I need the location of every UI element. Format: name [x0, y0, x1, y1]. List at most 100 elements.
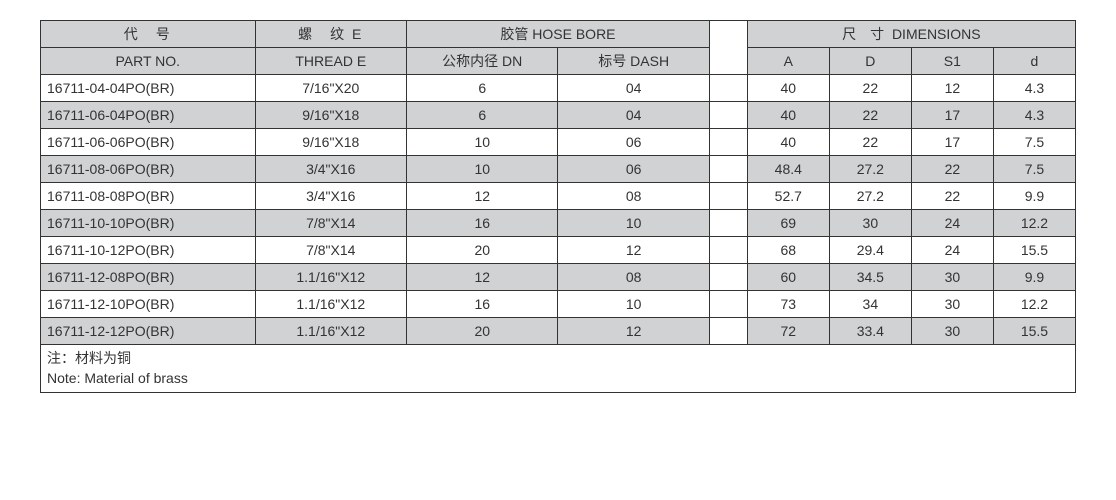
cell-dn: 10 — [407, 129, 558, 156]
cell-d: 15.5 — [993, 237, 1075, 264]
cell-dn: 10 — [407, 156, 558, 183]
cell-S1: 17 — [911, 102, 993, 129]
cell-D: 34.5 — [829, 264, 911, 291]
cell-D: 33.4 — [829, 318, 911, 345]
cell-partno: 16711-10-12PO(BR) — [41, 237, 256, 264]
table-row: 16711-10-10PO(BR)7/8"X14161069302412.2 — [41, 210, 1076, 237]
hdr-S1: S1 — [911, 48, 993, 75]
cell-D: 30 — [829, 210, 911, 237]
cell-D: 22 — [829, 129, 911, 156]
cell-S1: 30 — [911, 291, 993, 318]
cell-A: 72 — [747, 318, 829, 345]
cell-D: 34 — [829, 291, 911, 318]
gap-col — [709, 21, 747, 75]
cell-S1: 30 — [911, 264, 993, 291]
cell-dash: 08 — [558, 183, 709, 210]
cell-d: 9.9 — [993, 183, 1075, 210]
cell-partno: 16711-08-08PO(BR) — [41, 183, 256, 210]
table-row: 16711-08-06PO(BR)3/4"X161006 48.427.2227.… — [41, 156, 1076, 183]
table-row: 16711-12-08PO(BR)1.1/16"X1212086034.5309… — [41, 264, 1076, 291]
note-en: Note: Material of brass — [47, 370, 188, 386]
cell-D: 27.2 — [829, 156, 911, 183]
hdr-partno-en: PART NO. — [41, 48, 256, 75]
cell-d: 4.3 — [993, 75, 1075, 102]
cell-A: 60 — [747, 264, 829, 291]
cell-partno: 16711-06-06PO(BR) — [41, 129, 256, 156]
cell-A: 40 — [747, 75, 829, 102]
cell-partno: 16711-12-10PO(BR) — [41, 291, 256, 318]
cell-dash: 12 — [558, 318, 709, 345]
hdr-D: D — [829, 48, 911, 75]
table-row: 16711-06-04PO(BR)9/16"X186044022174.3 — [41, 102, 1076, 129]
cell-A: 40 — [747, 129, 829, 156]
cell-thread: 1.1/16"X12 — [255, 264, 406, 291]
cell-d: 7.5 — [993, 129, 1075, 156]
cell-gap — [709, 102, 747, 129]
cell-S1: 24 — [911, 237, 993, 264]
cell-thread: 9/16"X18 — [255, 129, 406, 156]
cell-gap — [709, 183, 747, 210]
cell-S1: 22 — [911, 183, 993, 210]
hdr-dn: 公称内径 DN — [407, 48, 558, 75]
cell-dash: 10 — [558, 210, 709, 237]
spec-table: 代 号 螺 纹 E 胶管 HOSE BORE 尺 寸 DIMENSIONS PA… — [40, 20, 1076, 393]
cell-partno: 16711-12-12PO(BR) — [41, 318, 256, 345]
hdr-thread-en: THREAD E — [255, 48, 406, 75]
cell-thread: 7/16"X20 — [255, 75, 406, 102]
cell-dash: 06 — [558, 156, 709, 183]
cell-D: 22 — [829, 75, 911, 102]
cell-thread: 9/16"X18 — [255, 102, 406, 129]
table-row: 16711-04-04PO(BR)7/16"X206044022124.3 — [41, 75, 1076, 102]
cell-d: 12.2 — [993, 291, 1075, 318]
table-row: 16711-12-10PO(BR)1.1/16"X12161073343012.… — [41, 291, 1076, 318]
cell-gap — [709, 129, 747, 156]
cell-partno: 16711-04-04PO(BR) — [41, 75, 256, 102]
cell-gap — [709, 237, 747, 264]
cell-S1: 17 — [911, 129, 993, 156]
cell-partno: 16711-08-06PO(BR) — [41, 156, 256, 183]
cell-dash: 04 — [558, 75, 709, 102]
cell-S1: 30 — [911, 318, 993, 345]
cell-gap — [709, 291, 747, 318]
cell-dn: 20 — [407, 237, 558, 264]
hdr-partno-cn: 代 号 — [41, 21, 256, 48]
hdr-dash: 标号 DASH — [558, 48, 709, 75]
cell-thread: 3/4"X16 — [255, 156, 406, 183]
hdr-thread-cn: 螺 纹 E — [255, 21, 406, 48]
cell-A: 40 — [747, 102, 829, 129]
cell-A: 73 — [747, 291, 829, 318]
cell-S1: 24 — [911, 210, 993, 237]
hdr-hosebore: 胶管 HOSE BORE — [407, 21, 710, 48]
cell-d: 7.5 — [993, 156, 1075, 183]
cell-thread: 7/8"X14 — [255, 237, 406, 264]
cell-partno: 16711-10-10PO(BR) — [41, 210, 256, 237]
cell-gap — [709, 210, 747, 237]
cell-dn: 6 — [407, 102, 558, 129]
hdr-A: A — [747, 48, 829, 75]
cell-gap — [709, 264, 747, 291]
cell-thread: 1.1/16"X12 — [255, 318, 406, 345]
cell-S1: 22 — [911, 156, 993, 183]
table-row: 16711-12-12PO(BR)1.1/16"X1220127233.4301… — [41, 318, 1076, 345]
table-row: 16711-08-08PO(BR)3/4"X16120852.727.2229.… — [41, 183, 1076, 210]
table-row: 16711-06-06PO(BR)9/16"X1810064022177.5 — [41, 129, 1076, 156]
cell-d: 15.5 — [993, 318, 1075, 345]
cell-A: 48.4 — [747, 156, 829, 183]
cell-partno: 16711-12-08PO(BR) — [41, 264, 256, 291]
cell-dash: 04 — [558, 102, 709, 129]
cell-A: 69 — [747, 210, 829, 237]
cell-d: 9.9 — [993, 264, 1075, 291]
hdr-d: d — [993, 48, 1075, 75]
cell-D: 27.2 — [829, 183, 911, 210]
cell-d: 12.2 — [993, 210, 1075, 237]
cell-d: 4.3 — [993, 102, 1075, 129]
cell-dash: 08 — [558, 264, 709, 291]
note-cn: 注：材料为铜 — [47, 350, 131, 366]
cell-gap — [709, 75, 747, 102]
cell-A: 68 — [747, 237, 829, 264]
cell-thread: 3/4"X16 — [255, 183, 406, 210]
cell-dash: 12 — [558, 237, 709, 264]
cell-gap — [709, 156, 747, 183]
table-row: 16711-10-12PO(BR)7/8"X1420126829.42415.5 — [41, 237, 1076, 264]
cell-thread: 1.1/16"X12 — [255, 291, 406, 318]
